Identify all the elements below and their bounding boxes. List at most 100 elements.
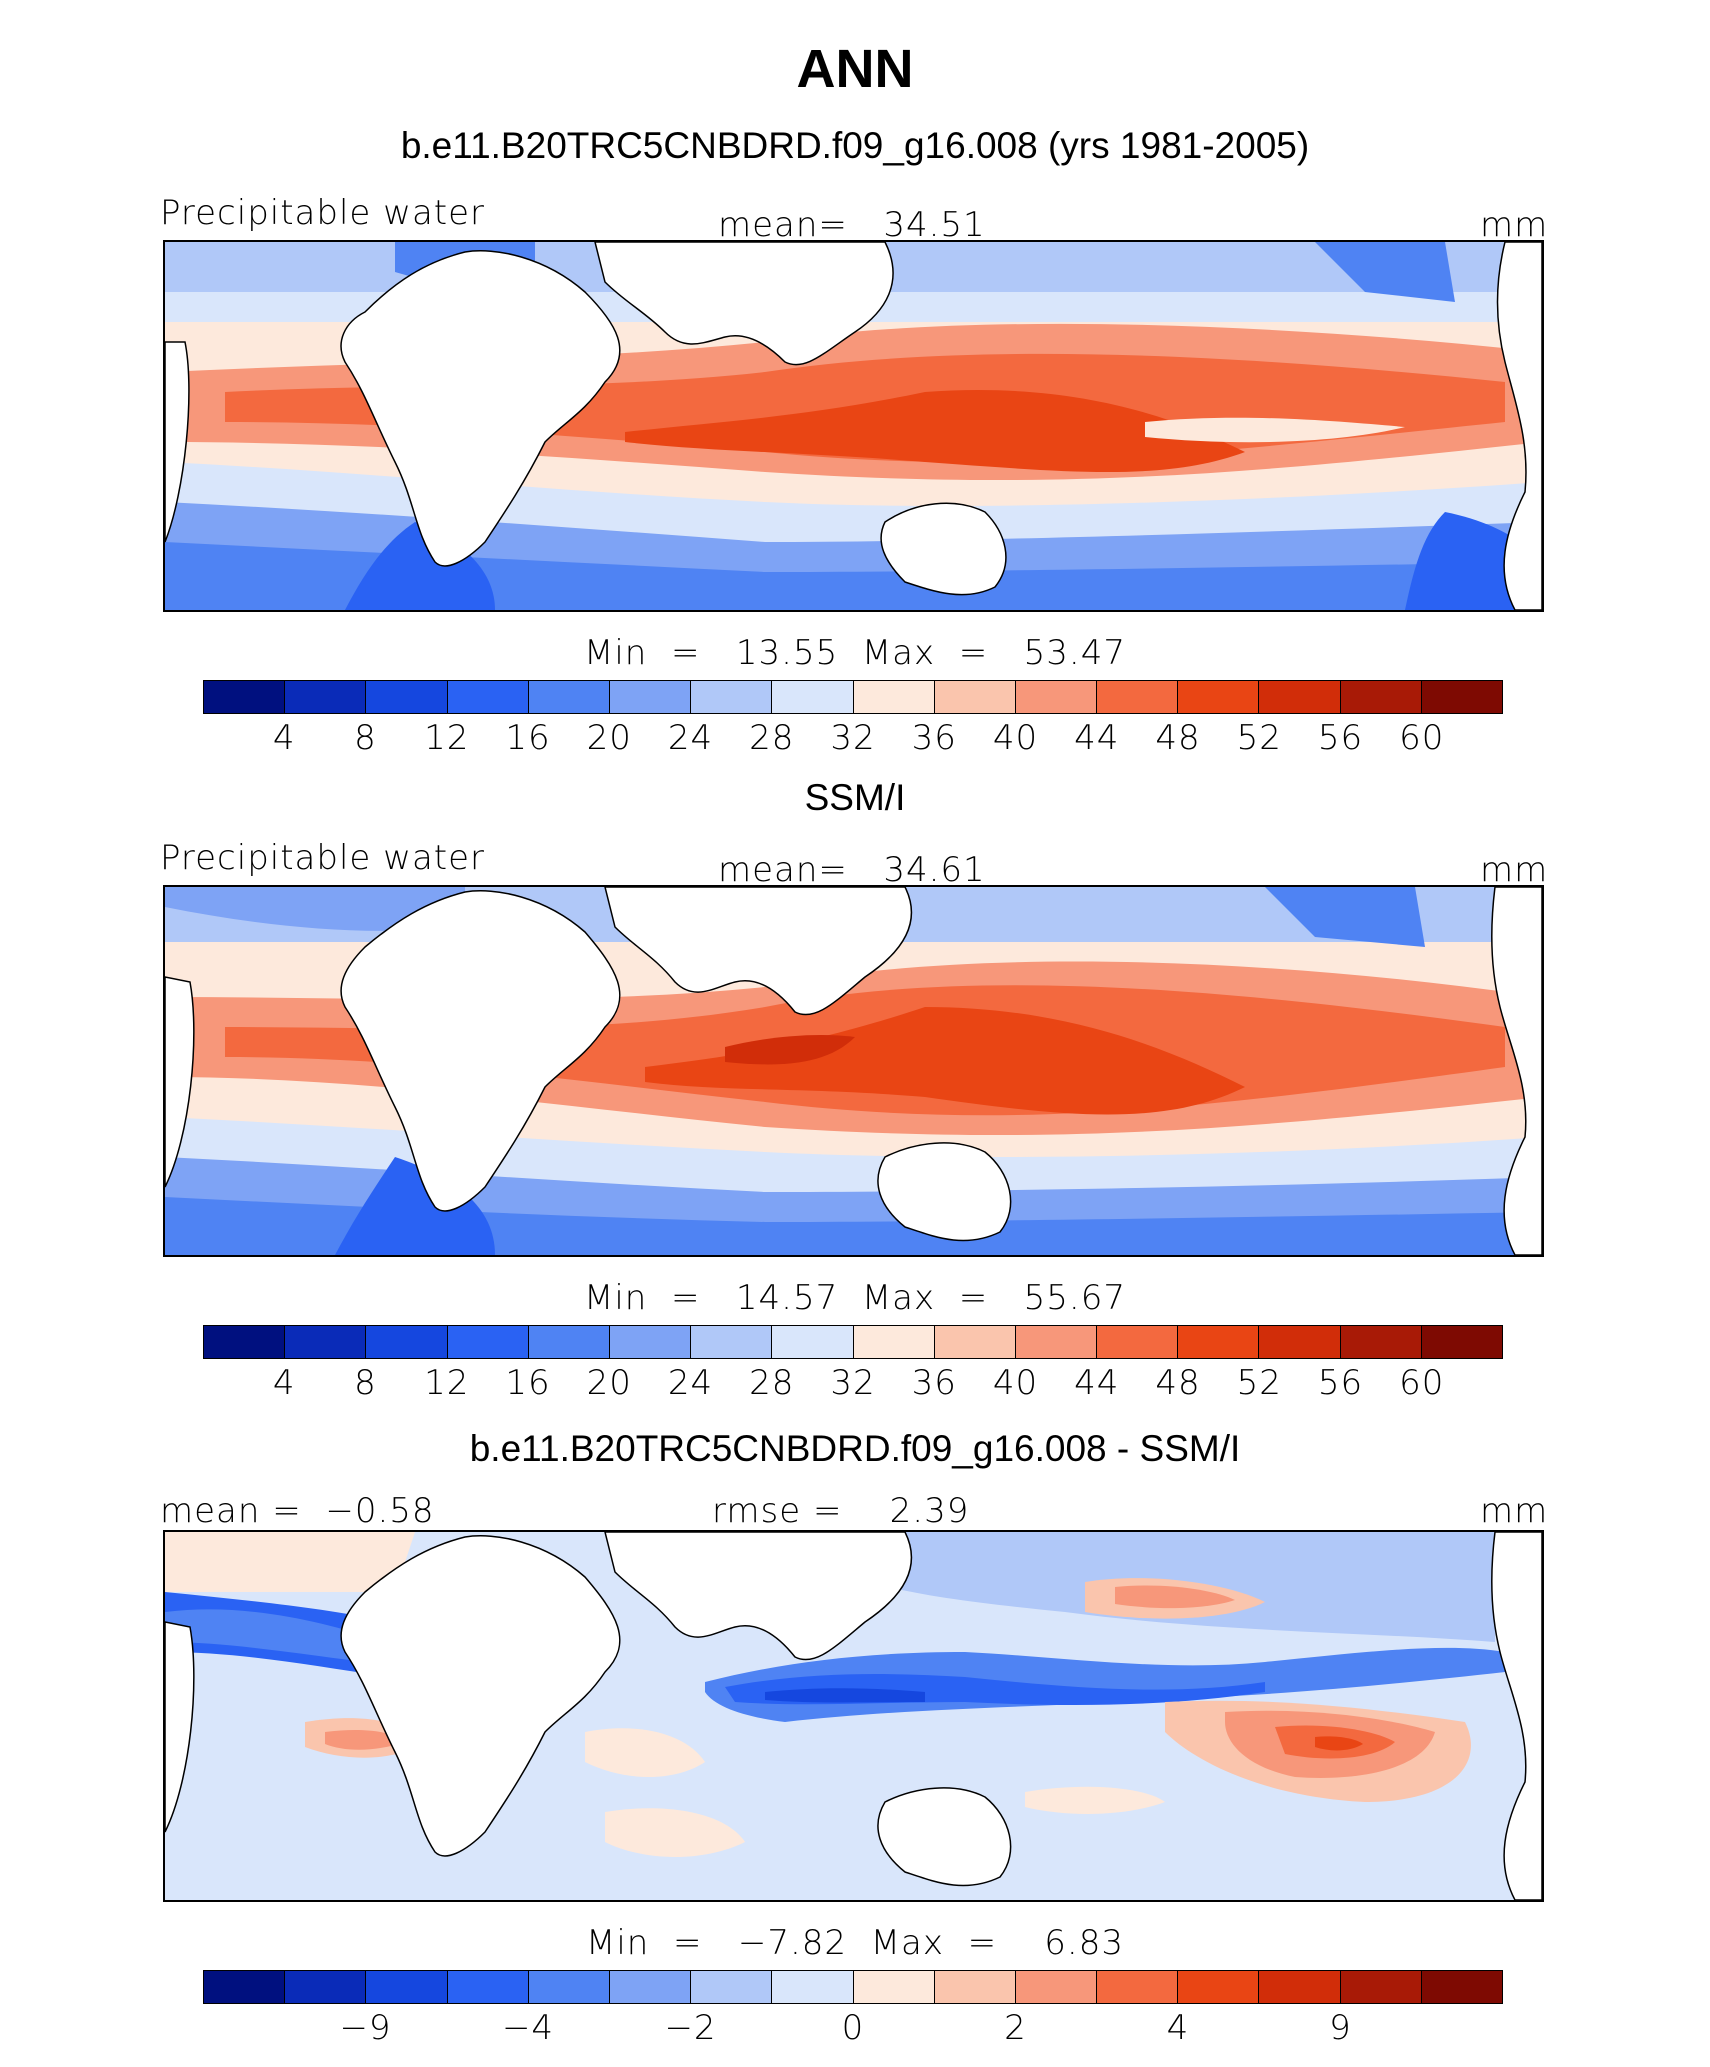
colorbar-tick-label: 48 [1155, 1363, 1201, 1403]
colorbar-swatch [853, 1971, 935, 2003]
panel-3-title: b.e11.B20TRC5CNBDRD.f09_g16.008 - SSM/I [469, 1428, 1241, 1469]
panel-2-title: SSM/I [804, 777, 906, 818]
panel-1-mean-label: mean= 34.51 [718, 205, 986, 245]
colorbar-tick-label: 60 [1399, 718, 1445, 758]
panel-1-units-label: mm [1480, 205, 1549, 245]
panel-2-map [163, 885, 1544, 1257]
colorbar-swatch [1421, 681, 1502, 713]
colorbar-swatch [1421, 1971, 1502, 2003]
colorbar-swatch [1259, 1971, 1341, 2003]
colorbar-swatch [528, 1326, 610, 1358]
colorbar-swatch [1097, 681, 1179, 713]
colorbar-tick-label: 20 [586, 1363, 632, 1403]
colorbar-tick-label: 2 [1004, 2008, 1027, 2048]
panel-2-mean-label: mean= 34.61 [718, 850, 986, 890]
colorbar-swatch [609, 1326, 692, 1358]
panel-3-rmse-label: rmse = 2.39 [712, 1491, 970, 1531]
colorbar-swatch [204, 1326, 286, 1358]
panel-2-colorbar [203, 1325, 1503, 1359]
colorbar-swatch [285, 1971, 367, 2003]
colorbar-swatch [447, 681, 529, 713]
panel-3-map [163, 1530, 1544, 1902]
colorbar-swatch [1178, 1326, 1260, 1358]
colorbar-swatch [934, 1326, 1016, 1358]
colorbar-swatch [1421, 1326, 1502, 1358]
colorbar-tick-label: 32 [830, 1363, 876, 1403]
colorbar-swatch [853, 681, 935, 713]
colorbar-tick-label: 16 [505, 1363, 551, 1403]
colorbar-swatch [285, 1326, 367, 1358]
colorbar-tick-label: 44 [1074, 718, 1120, 758]
colorbar-tick-label: −9 [339, 2008, 392, 2048]
panel-2-minmax: Min = 14.57 Max = 55.67 [584, 1278, 1126, 1318]
colorbar-tick-label: 48 [1155, 718, 1201, 758]
colorbar-tick-label: 20 [586, 718, 632, 758]
panel-3-minmax: Min = −7.82 Max = 6.83 [586, 1923, 1124, 1963]
panel-2-colorbar-ticks: 4 8 12 16 20 24 28 32 36 40 44 48 52 56 60 [203, 1363, 1503, 1407]
colorbar-tick-label: 0 [841, 2008, 865, 2048]
panel-1-colorbar [203, 680, 1503, 714]
figure-title: ANN [796, 39, 914, 99]
colorbar-tick-label: 40 [992, 1363, 1039, 1403]
colorbar-swatch [447, 1971, 529, 2003]
colorbar-tick-label: 24 [667, 718, 714, 758]
colorbar-swatch [1340, 1971, 1422, 2003]
colorbar-tick-label: 12 [424, 718, 470, 758]
panel-3-colorbar-ticks: −9 −4 −2 0 2 4 9 [203, 2008, 1503, 2052]
colorbar-swatch [1015, 1971, 1098, 2003]
panel-1-variable-label: Precipitable water [160, 193, 486, 233]
colorbar-tick-label: 40 [992, 718, 1039, 758]
panel-1-map [163, 240, 1544, 612]
panel-1-title: b.e11.B20TRC5CNBDRD.f09_g16.008 (yrs 198… [400, 125, 1310, 166]
colorbar-swatch [691, 681, 773, 713]
colorbar-tick-label: 16 [505, 718, 551, 758]
colorbar-swatch [853, 1326, 935, 1358]
colorbar-tick-label: 44 [1074, 1363, 1120, 1403]
panel-1-minmax: Min = 13.55 Max = 53.47 [584, 633, 1126, 673]
colorbar-tick-label: 32 [830, 718, 876, 758]
colorbar-swatch [1097, 1971, 1179, 2003]
colorbar-swatch [691, 1326, 773, 1358]
colorbar-tick-label: 12 [424, 1363, 470, 1403]
colorbar-swatch [366, 1971, 448, 2003]
colorbar-swatch [609, 681, 692, 713]
colorbar-tick-label: 36 [911, 1363, 957, 1403]
colorbar-tick-label: 52 [1236, 1363, 1282, 1403]
colorbar-swatch [1259, 1326, 1341, 1358]
colorbar-swatch [772, 1971, 854, 2003]
colorbar-tick-label: −4 [501, 2008, 555, 2048]
colorbar-swatch [1178, 1971, 1260, 2003]
panel-3-mean-label: mean = −0.58 [160, 1491, 435, 1531]
panel-3-units-label: mm [1480, 1491, 1549, 1531]
colorbar-swatch [691, 1971, 773, 2003]
colorbar-swatch [1259, 681, 1341, 713]
panel-2-field [165, 887, 1542, 1255]
colorbar-swatch [1015, 1326, 1098, 1358]
colorbar-swatch [772, 1326, 854, 1358]
colorbar-tick-label: 52 [1236, 718, 1282, 758]
colorbar-swatch [1340, 681, 1422, 713]
colorbar-tick-label: 24 [667, 1363, 714, 1403]
colorbar-tick-label: 4 [272, 718, 296, 758]
colorbar-swatch [204, 681, 286, 713]
colorbar-swatch [366, 681, 448, 713]
colorbar-swatch [934, 1971, 1016, 2003]
colorbar-swatch [1178, 681, 1260, 713]
colorbar-swatch [1015, 681, 1098, 713]
colorbar-tick-label: 60 [1399, 1363, 1445, 1403]
colorbar-swatch [528, 681, 610, 713]
colorbar-tick-label: 4 [1166, 2008, 1190, 2048]
panel-2-variable-label: Precipitable water [160, 838, 486, 878]
colorbar-swatch [285, 681, 367, 713]
colorbar-swatch [204, 1971, 286, 2003]
colorbar-swatch [447, 1326, 529, 1358]
colorbar-tick-label: −2 [664, 2008, 717, 2048]
panel-3-colorbar [203, 1970, 1503, 2004]
colorbar-tick-label: 56 [1317, 1363, 1364, 1403]
panel-1-field [165, 242, 1542, 610]
colorbar-tick-label: 28 [749, 1363, 795, 1403]
colorbar-swatch [1097, 1326, 1179, 1358]
panel-1-colorbar-ticks: 4 8 12 16 20 24 28 32 36 40 44 48 52 56 60 [203, 718, 1503, 762]
colorbar-tick-label: 8 [354, 718, 377, 758]
colorbar-tick-label: 28 [749, 718, 795, 758]
